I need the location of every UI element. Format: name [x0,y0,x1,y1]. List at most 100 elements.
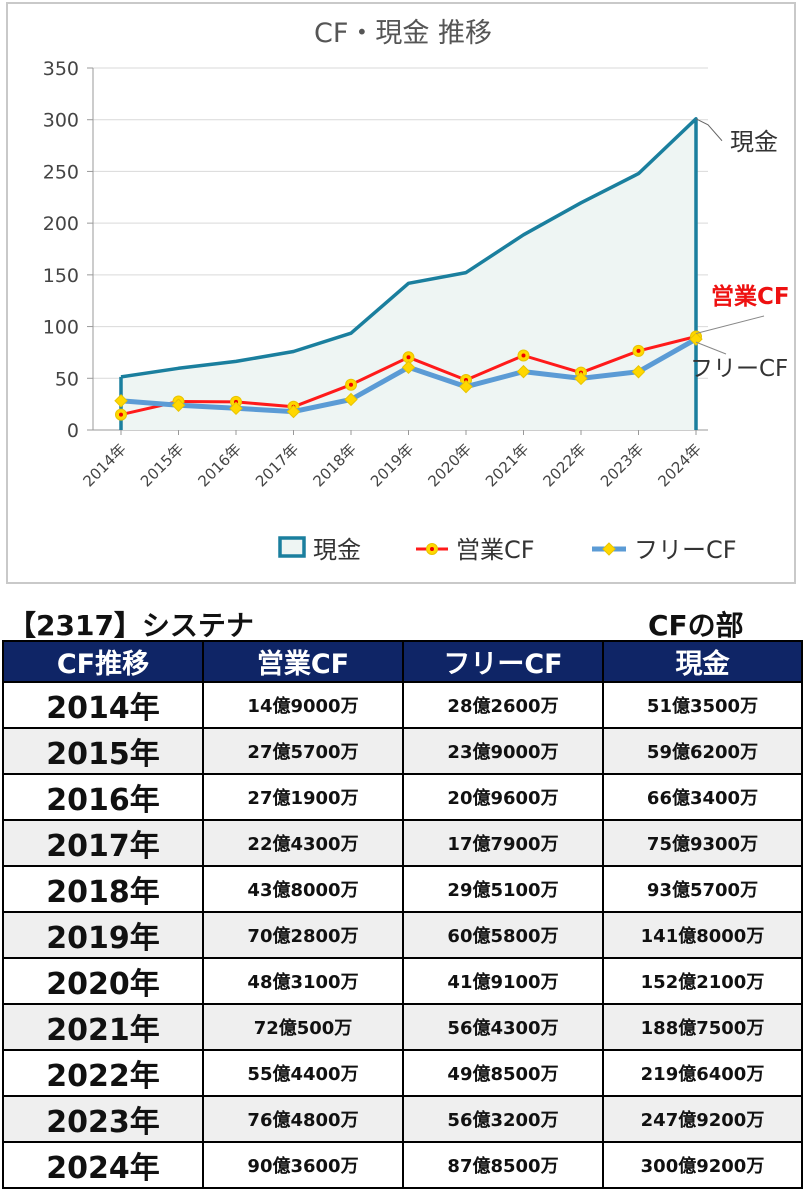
cash-cell: 300億9200万 [602,1141,803,1189]
free-cf-point [459,379,473,394]
x-tick-label: 2020年 [424,440,474,490]
header-cash: 現金 [602,640,803,683]
table-row: 2019年 70億2800万 60億5800万 141億8000万 [2,911,803,959]
operating-cf-cell: 76億4800万 [202,1095,404,1143]
x-tick-label: 2016年 [194,440,244,490]
year-cell: 2023年 [2,1095,204,1143]
chart-title: CF・現金 推移 [314,18,492,49]
year-cell: 2014年 [2,681,204,729]
year-cell: 2017年 [2,819,204,867]
free-cf-cell: 60億5800万 [402,911,604,959]
table-row: 2021年 72億500万 56億4300万 188億7500万 [2,1003,803,1051]
x-tick-label: 2019年 [367,440,417,490]
legend-free-cf-marker [602,542,616,556]
y-tick-label: 200 [43,213,79,235]
table-row: 2024年 90億3600万 87億8500万 300億9200万 [2,1141,803,1189]
operating-cf-cell: 43億8000万 [202,865,404,913]
legend-operating-cf-marker-dot [430,547,434,551]
cash-cell: 51億3500万 [602,681,803,729]
y-tick-label: 0 [67,420,79,442]
operating-cf-point-dot [349,382,353,387]
free-cf-point [689,332,703,346]
company-title: 【2317】システナ [8,609,254,642]
x-tick-label: 2022年 [539,440,589,490]
free-cf-point [574,371,588,386]
y-tick-label: 100 [43,317,79,339]
free-cf-cell: 49億8500万 [402,1049,604,1097]
header-operating-cf: 営業CF [202,640,404,683]
operating-cf-cell: 90億3600万 [202,1141,404,1189]
free-cf-cell: 17億7900万 [402,819,604,867]
legend-cash-label: 現金 [313,536,361,564]
free-cf-cell: 28億2600万 [402,681,604,729]
year-cell: 2018年 [2,865,204,913]
cash-cell: 152億2100万 [602,957,803,1005]
year-cell: 2020年 [2,957,204,1005]
operating-cf-cell: 55億4400万 [202,1049,404,1097]
operating-cf-point-dot [119,412,123,417]
free-cf-point [631,365,646,379]
free-cf-cell: 41億9100万 [402,957,604,1005]
free-cf-cell: 87億8500万 [402,1141,604,1189]
free-cf-point [401,360,416,375]
operating-cf-cell: 27億5700万 [202,727,404,775]
y-tick-label: 350 [43,58,79,80]
table-row: 2017年 22億4300万 17億7900万 75億9300万 [2,819,803,867]
free-cf-leader-line [695,341,727,355]
free-cf-cell: 56億4300万 [402,1003,604,1051]
x-tick-label: 2014年 [79,440,129,490]
legend-cash-swatch [278,536,306,558]
free-cf-point [286,404,301,419]
table-row: 2016年 27億1900万 20億9600万 66億3400万 [2,773,803,821]
y-tick-label: 50 [55,368,79,390]
x-tick-label: 2017年 [252,440,302,490]
year-cell: 2015年 [2,727,204,775]
table-header-row: CF推移 営業CF フリーCF 現金 [2,640,803,683]
free-cf-point [229,401,243,416]
operating-cf-cell: 27億1900万 [202,773,404,821]
cf-table: CF推移 営業CF フリーCF 現金 2014年 14億9000万 28億2600万… [2,640,803,1189]
free-cf-end-label: フリーCF [690,356,788,382]
cash-cell: 219億6400万 [602,1049,803,1097]
free-cf-cell: 23億9000万 [402,727,604,775]
table-row: 2020年 48億3100万 41億9100万 152億2100万 [2,957,803,1005]
operating-cf-cell: 72億500万 [202,1003,404,1051]
x-tick-label: 2021年 [482,440,532,490]
year-cell: 2019年 [2,911,204,959]
header-free-cf: フリーCF [402,640,604,683]
free-cf-cell: 20億9600万 [402,773,604,821]
cash-cell: 59億6200万 [602,727,803,775]
y-tick-label: 150 [43,265,79,287]
year-cell: 2024年 [2,1141,204,1189]
free-cf-point [516,364,531,379]
legend-operating-cf-label: 営業CF [456,536,535,564]
x-tick-label: 2015年 [137,440,187,490]
table-row: 2018年 43億8000万 29億5100万 93億5700万 [2,865,803,913]
section-title: CFの部 [648,609,744,642]
table-row: 2014年 14億9000万 28億2600万 51億3500万 [2,681,803,729]
cash-cell: 247億9200万 [602,1095,803,1143]
free-cf-point [114,394,128,408]
cash-area [121,118,696,431]
x-tick-label: 2018年 [309,440,359,490]
free-cf-point [171,398,186,412]
free-cf-cell: 56億3200万 [402,1095,604,1143]
table-row: 2022年 55億4400万 49億8500万 219億6400万 [2,1049,803,1097]
operating-cf-leader-line [695,315,765,335]
cash-leader-line [695,118,723,142]
free-cf-cell: 29億5100万 [402,865,604,913]
cash-cell: 188億7500万 [602,1003,803,1051]
y-tick-label: 300 [43,110,79,132]
year-cell: 2016年 [2,773,204,821]
free-cf-point [344,392,358,407]
header-cf-trend: CF推移 [2,640,204,683]
cash-cell: 66億3400万 [602,773,803,821]
cash-cell: 93億5700万 [602,865,803,913]
year-cell: 2021年 [2,1003,204,1051]
cash-line [120,117,698,430]
legend-free-cf-label: フリーCF [634,536,737,564]
operating-cf-cell: 22億4300万 [202,819,404,867]
operating-cf-point-dot [521,353,526,358]
cash-end-label: 現金 [730,128,778,156]
